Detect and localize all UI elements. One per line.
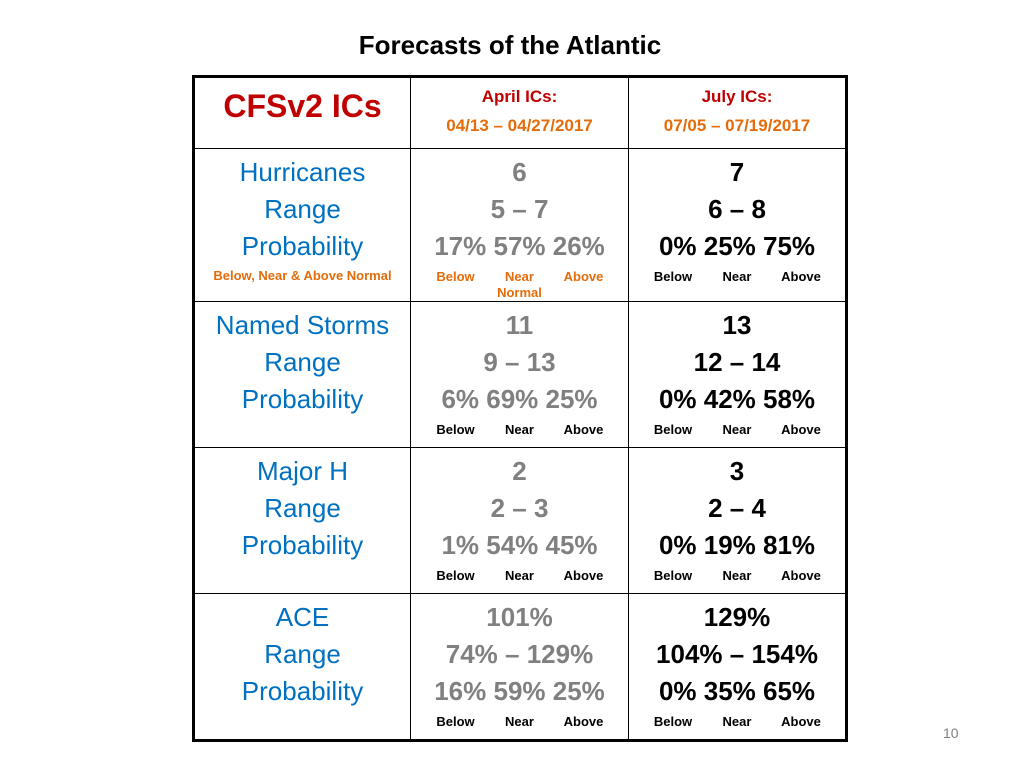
july-range: 104% – 154% bbox=[656, 639, 818, 669]
july-probability: 0% 25% 75% bbox=[658, 231, 816, 261]
row-range-label: Range bbox=[264, 347, 341, 377]
table-row: Named Storms Range Probability 11 9 – 13… bbox=[193, 301, 847, 448]
slide-number: 10 bbox=[943, 725, 959, 741]
category-below: Below bbox=[653, 714, 693, 729]
april-header-cell: April ICs: 04/13 – 04/27/2017 bbox=[410, 76, 629, 149]
row-probability-label: Probability bbox=[241, 676, 364, 706]
april-count: 11 bbox=[505, 310, 534, 340]
category-above: Above bbox=[563, 714, 604, 729]
category-above: Above bbox=[563, 422, 604, 437]
category-above: Above bbox=[781, 714, 821, 729]
july-cell: 3 2 – 4 0% 19% 81% Below Near Above bbox=[628, 447, 847, 594]
april-range: 9 – 13 bbox=[483, 347, 556, 377]
table-row: ACE Range Probability 101% 74% – 129% 16… bbox=[193, 593, 847, 741]
row-label-cell: Major H Range Probability bbox=[193, 447, 411, 594]
july-cell: 7 6 – 8 0% 25% 75% Below Near Above bbox=[628, 148, 847, 302]
header-label-cell: CFSv2 ICs bbox=[193, 76, 411, 149]
july-category-labels: Below Near Above bbox=[629, 568, 845, 584]
april-probability: 17% 57% 26% bbox=[434, 231, 605, 261]
april-count: 101% bbox=[486, 602, 553, 632]
april-count: 2 bbox=[512, 456, 527, 486]
july-cell: 129% 104% – 154% 0% 35% 65% Below Near A… bbox=[628, 593, 847, 741]
row-note: Below, Near & Above Normal bbox=[213, 268, 392, 283]
category-near: Near bbox=[505, 422, 534, 437]
april-category-labels: Below Near Normal Above bbox=[411, 269, 628, 301]
slide-title: Forecasts of the Atlantic bbox=[358, 30, 662, 60]
july-count: 129% bbox=[703, 602, 771, 632]
april-count: 6 bbox=[512, 157, 527, 187]
july-probability: 0% 19% 81% bbox=[658, 530, 816, 560]
april-probability: 6% 69% 25% bbox=[441, 384, 598, 414]
july-range: 2 – 4 bbox=[708, 493, 766, 523]
july-count: 3 bbox=[729, 456, 745, 486]
april-cell: 2 2 – 3 1% 54% 45% Below Near Above bbox=[410, 447, 629, 594]
row-metric-label: ACE bbox=[275, 602, 330, 632]
category-below: Below bbox=[653, 269, 693, 284]
category-near: Near bbox=[505, 714, 534, 729]
april-cell: 6 5 – 7 17% 57% 26% Below Near Normal Ab… bbox=[410, 148, 629, 302]
row-probability-label: Probability bbox=[241, 530, 364, 560]
row-probability-label: Probability bbox=[241, 231, 364, 261]
april-cell: 11 9 – 13 6% 69% 25% Below Near Above bbox=[410, 301, 629, 448]
category-above: Above bbox=[563, 269, 604, 284]
category-above: Above bbox=[781, 568, 821, 583]
category-near: Near bbox=[505, 568, 534, 583]
row-metric-label: Major H bbox=[256, 456, 348, 486]
table-header-row: CFSv2 ICs April ICs: 04/13 – 04/27/2017 … bbox=[193, 76, 847, 149]
category-near: Near bbox=[722, 714, 752, 729]
category-below: Below bbox=[436, 422, 475, 437]
row-metric-label: Named Storms bbox=[215, 310, 390, 340]
category-below: Below bbox=[436, 714, 475, 729]
row-metric-label: Hurricanes bbox=[239, 157, 366, 187]
category-near: Near bbox=[722, 422, 752, 437]
category-below: Below bbox=[436, 269, 475, 284]
row-label-cell: Named Storms Range Probability bbox=[193, 301, 411, 448]
category-below: Below bbox=[653, 422, 693, 437]
row-label-cell: ACE Range Probability bbox=[193, 593, 411, 741]
category-above: Above bbox=[781, 269, 821, 284]
july-count: 7 bbox=[729, 157, 745, 187]
header-label: CFSv2 ICs bbox=[223, 88, 382, 124]
july-ics-range: 07/05 – 07/19/2017 bbox=[663, 116, 811, 135]
july-probability: 0% 35% 65% bbox=[658, 676, 816, 706]
category-below: Below bbox=[653, 568, 693, 583]
row-range-label: Range bbox=[264, 493, 341, 523]
july-cell: 13 12 – 14 0% 42% 58% Below Near Above bbox=[628, 301, 847, 448]
april-probability: 1% 54% 45% bbox=[441, 530, 598, 560]
row-range-label: Range bbox=[264, 194, 341, 224]
category-below: Below bbox=[436, 568, 475, 583]
april-range: 2 – 3 bbox=[490, 493, 549, 523]
category-near: Near bbox=[722, 568, 752, 583]
july-ics-title: July ICs: bbox=[701, 87, 773, 106]
april-range: 5 – 7 bbox=[490, 194, 549, 224]
april-ics-range: 04/13 – 04/27/2017 bbox=[446, 116, 593, 135]
row-probability-label: Probability bbox=[241, 384, 364, 414]
april-range: 74% – 129% bbox=[445, 639, 594, 669]
april-category-labels: Below Near Above bbox=[411, 422, 628, 438]
forecast-table: CFSv2 ICs April ICs: 04/13 – 04/27/2017 … bbox=[192, 75, 848, 742]
category-near: Near Normal bbox=[497, 269, 542, 300]
july-range: 12 – 14 bbox=[693, 347, 781, 377]
july-count: 13 bbox=[722, 310, 752, 340]
july-header-cell: July ICs: 07/05 – 07/19/2017 bbox=[628, 76, 847, 149]
july-range: 6 – 8 bbox=[708, 194, 766, 224]
table-row: Major H Range Probability 2 2 – 3 1% 54%… bbox=[193, 447, 847, 594]
row-label-cell: Hurricanes Range Probability Below, Near… bbox=[193, 148, 411, 302]
category-above: Above bbox=[781, 422, 821, 437]
april-probability: 16% 59% 25% bbox=[434, 676, 605, 706]
july-probability: 0% 42% 58% bbox=[658, 384, 816, 414]
april-cell: 101% 74% – 129% 16% 59% 25% Below Near A… bbox=[410, 593, 629, 741]
april-ics-title: April ICs: bbox=[481, 87, 558, 106]
july-category-labels: Below Near Above bbox=[629, 269, 845, 285]
july-category-labels: Below Near Above bbox=[629, 422, 845, 438]
category-near: Near bbox=[722, 269, 752, 284]
row-range-label: Range bbox=[264, 639, 341, 669]
april-category-labels: Below Near Above bbox=[411, 714, 628, 730]
table-row: Hurricanes Range Probability Below, Near… bbox=[193, 148, 847, 302]
category-above: Above bbox=[563, 568, 604, 583]
april-category-labels: Below Near Above bbox=[411, 568, 628, 584]
july-category-labels: Below Near Above bbox=[629, 714, 845, 730]
